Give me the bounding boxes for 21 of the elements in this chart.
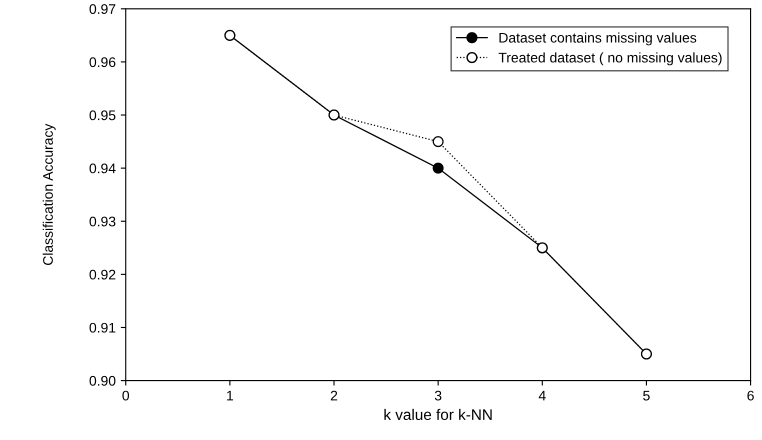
- point: [432, 136, 444, 148]
- x-tick-label: 4: [538, 390, 546, 400]
- legend-label: Dataset contains missing values: [499, 32, 696, 46]
- y-tick-label: 0.93: [90, 216, 116, 226]
- x-tick-label: 0: [122, 390, 130, 401]
- x-axis-title: k value for k-NN: [384, 408, 492, 420]
- y-tick-label: 0.95: [90, 110, 116, 120]
- y-tick-label: 0.97: [90, 4, 116, 14]
- legend-label: Treated dataset ( no missing values): [498, 52, 722, 66]
- point: [432, 162, 444, 174]
- y-tick-label: 0.94: [90, 163, 116, 174]
- y-tick-label: 0.96: [90, 57, 116, 68]
- x-tick-label: 6: [747, 390, 754, 401]
- x-tick-label: 3: [434, 390, 442, 401]
- x-tick-label: 5: [643, 390, 650, 401]
- y-tick-label: 0.90: [90, 376, 116, 386]
- y-axis-title: Classification Accuracy: [42, 124, 56, 266]
- y-tick-label: 0.91: [90, 322, 116, 333]
- y-tick-label: 0.92: [90, 270, 116, 280]
- x-tick-label: 2: [330, 390, 338, 400]
- x-tick-label: 1: [227, 390, 234, 400]
